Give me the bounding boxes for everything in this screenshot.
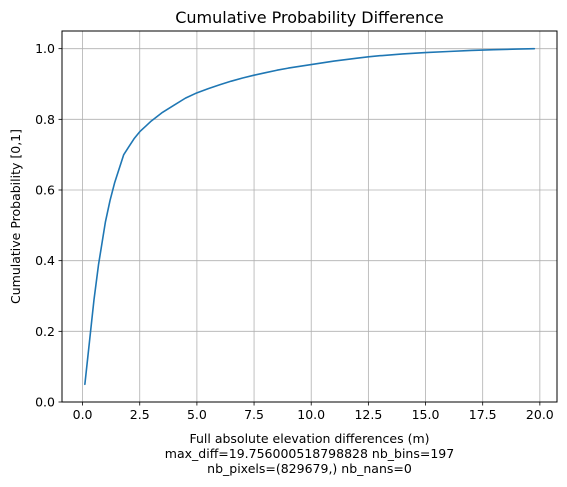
x-tick-label: 20.0 xyxy=(526,407,554,422)
x-tick-label: 15.0 xyxy=(412,407,440,422)
x-axis-label: Full absolute elevation differences (m) xyxy=(189,431,429,446)
cumulative-probability-line xyxy=(84,47,536,386)
chart-title: Cumulative Probability Difference xyxy=(175,8,444,27)
y-tick-label: 0.6 xyxy=(35,183,55,198)
y-tick-label: 0.4 xyxy=(35,253,55,268)
x-tick-label: 12.5 xyxy=(354,407,382,422)
ticks: 0.0 2.5 5.0 7.5 10.0 12.5 15.0 17.5 20.0 0.0 0.2 0.… xyxy=(35,41,554,422)
y-axis-label: Cumulative Probability [0,1] xyxy=(8,129,23,304)
y-tick-label: 1.0 xyxy=(35,41,55,56)
y-tick-label: 0.8 xyxy=(35,112,55,127)
x-tick-label: 0.0 xyxy=(73,407,93,422)
x-tick-label: 7.5 xyxy=(244,407,264,422)
x-tick-label: 17.5 xyxy=(469,407,497,422)
axes-frame xyxy=(61,30,558,403)
x-tick-label: 5.0 xyxy=(187,407,207,422)
x-axis-info-line-2: nb_pixels=(829679,) nb_nans=0 xyxy=(207,461,412,476)
y-tick-label: 0.0 xyxy=(35,395,55,410)
data-series xyxy=(84,47,536,386)
y-tick-label: 0.2 xyxy=(35,324,55,339)
x-tick-label: 10.0 xyxy=(297,407,325,422)
x-axis-info-line-1: max_diff=19.756000518798828 nb_bins=197 xyxy=(165,446,454,461)
x-tick-label: 2.5 xyxy=(130,407,150,422)
